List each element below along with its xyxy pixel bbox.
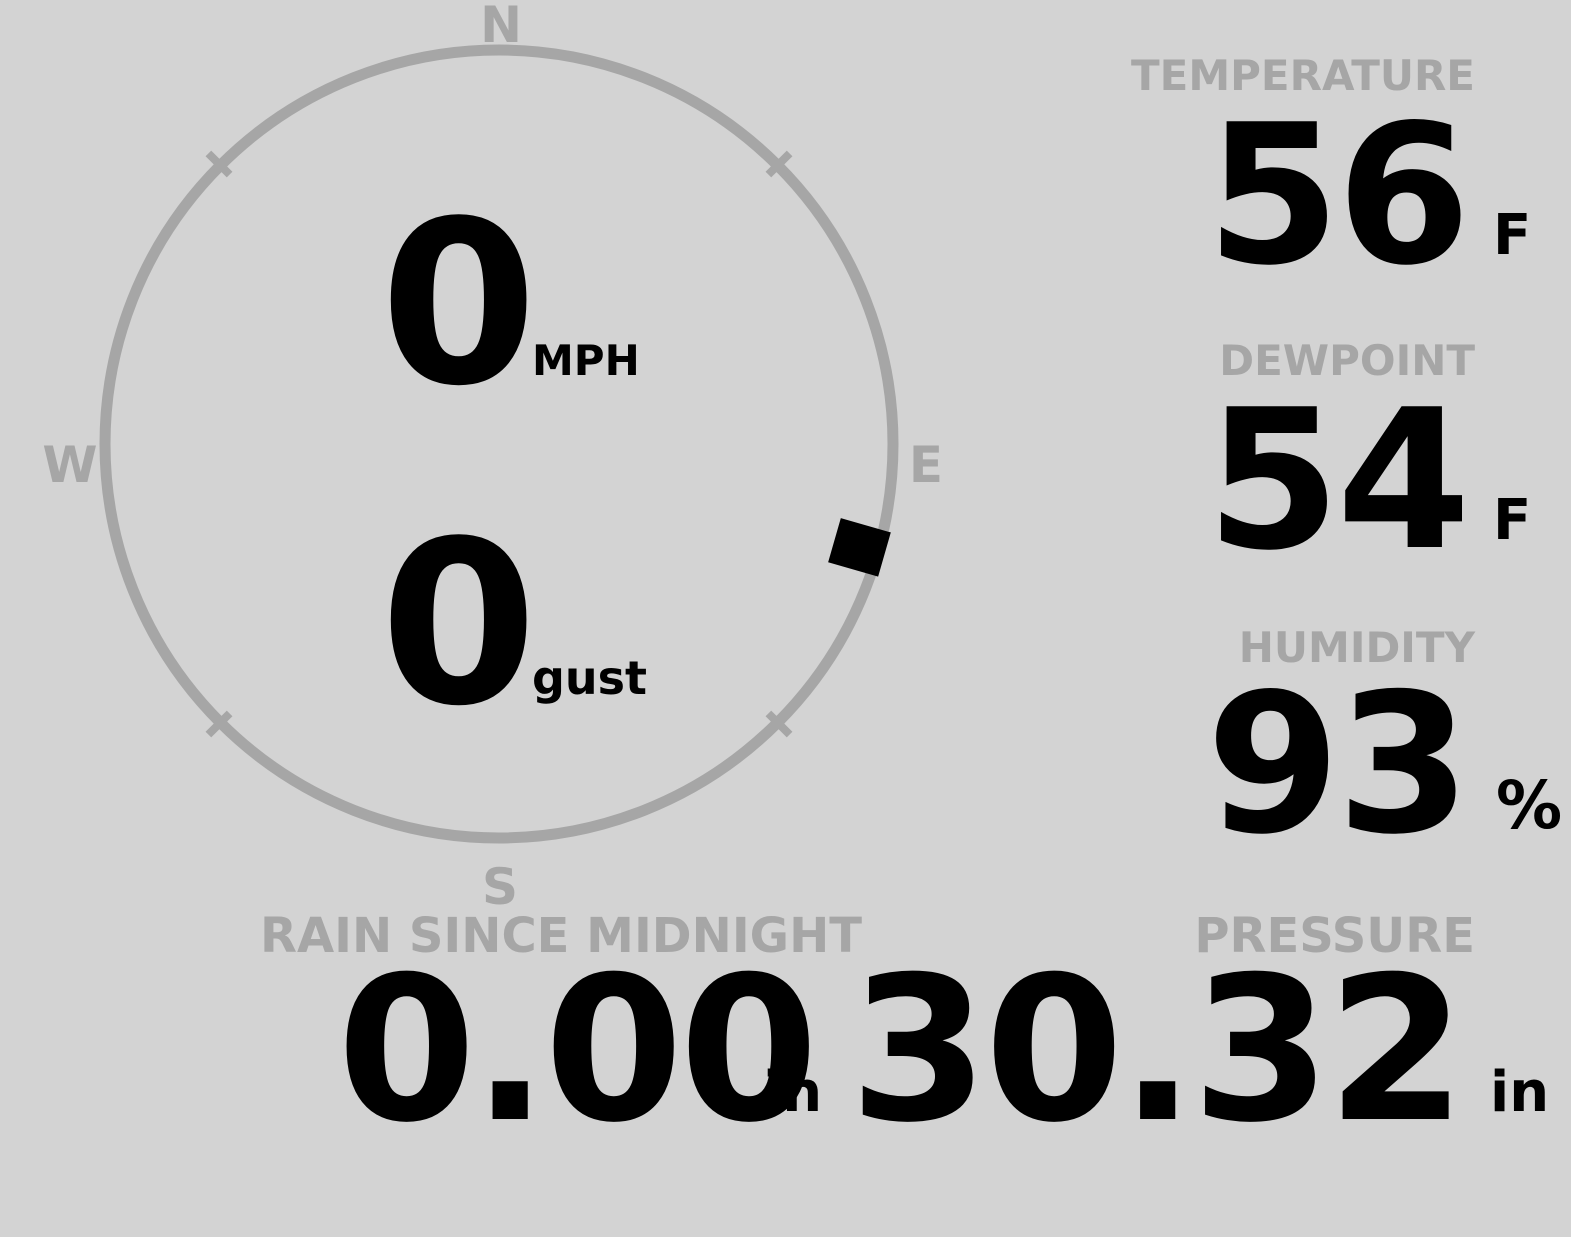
rain-since-midnight-value: 0.00 xyxy=(337,934,818,1167)
temperature-value: 56 xyxy=(1206,83,1471,308)
wind-gust-value: 0 xyxy=(380,493,537,756)
dewpoint-unit: F xyxy=(1493,488,1532,553)
compass-ring xyxy=(99,44,899,844)
dewpoint-label: DEWPOINT xyxy=(1219,336,1475,385)
compass-label-west: W xyxy=(42,436,98,494)
compass-label-east: E xyxy=(908,436,944,494)
humidity-value: 93 xyxy=(1206,652,1471,877)
compass-label-north: N xyxy=(480,0,522,54)
wind-direction-marker-icon xyxy=(828,518,891,577)
temperature-unit: F xyxy=(1493,203,1532,268)
humidity-label: HUMIDITY xyxy=(1238,623,1475,672)
compass-tick-nw-icon xyxy=(205,150,233,178)
rain-since-midnight-label: RAIN SINCE MIDNIGHT xyxy=(260,908,862,964)
pressure-unit: in xyxy=(1490,1060,1550,1125)
wind-compass-gauge xyxy=(99,44,899,844)
pressure-value: 30.32 xyxy=(849,934,1466,1167)
pressure-label: PRESSURE xyxy=(1194,908,1475,964)
temperature-label: TEMPERATURE xyxy=(1131,51,1475,100)
compass-tick-sw-icon xyxy=(205,710,233,738)
humidity-unit: % xyxy=(1496,767,1563,844)
wind-speed-value: 0 xyxy=(380,173,537,436)
rain-since-midnight-unit: in xyxy=(763,1060,823,1125)
compass-tick-ne-icon xyxy=(765,150,793,178)
dewpoint-value: 54 xyxy=(1206,368,1471,593)
wind-speed-unit: MPH xyxy=(532,336,640,385)
compass-label-south: S xyxy=(481,858,519,916)
compass-tick-se-icon xyxy=(765,710,793,738)
wind-gust-unit: gust xyxy=(532,651,648,705)
